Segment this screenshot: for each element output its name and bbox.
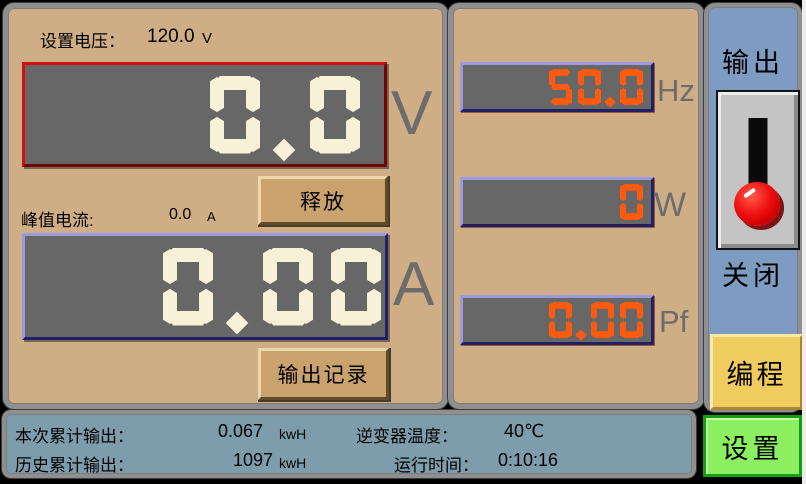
release-button[interactable]: 释放 bbox=[258, 176, 388, 225]
voltage-display[interactable] bbox=[22, 62, 387, 167]
seven-segment-digit bbox=[620, 69, 643, 105]
history-output-unit: kwH bbox=[279, 455, 307, 471]
seven-segment-digit bbox=[620, 302, 643, 338]
set-voltage-unit: V bbox=[202, 30, 213, 47]
seven-segment-digit bbox=[591, 302, 614, 338]
session-output-value: 0.067 bbox=[218, 421, 264, 441]
power-factor-unit-label: Pf bbox=[659, 304, 689, 339]
close-label: 关闭 bbox=[722, 261, 784, 291]
output-toggle-switch[interactable] bbox=[716, 90, 800, 250]
decimal-point bbox=[225, 311, 249, 335]
decimal-point bbox=[272, 138, 296, 162]
program-button[interactable]: 编程 bbox=[710, 334, 803, 410]
output-label: 输出 bbox=[722, 48, 784, 78]
frequency-unit-label: Hz bbox=[657, 73, 695, 108]
current-unit-label: A bbox=[393, 250, 435, 319]
seven-segment-digit bbox=[263, 247, 313, 326]
screen-edge-strip bbox=[802, 0, 806, 484]
session-output-label: 本次累计输出： bbox=[15, 427, 134, 446]
decimal-point bbox=[575, 329, 587, 341]
runtime-value: 0:10:16 bbox=[498, 450, 559, 470]
frequency-display bbox=[460, 62, 654, 112]
output-record-button[interactable]: 输出记录 bbox=[258, 348, 389, 400]
inverter-temp-value: 40℃ bbox=[504, 421, 545, 441]
seven-segment-digit bbox=[210, 75, 260, 154]
inverter-temp-label: 逆变器温度： bbox=[356, 427, 458, 446]
history-output-label: 历史累计输出： bbox=[15, 456, 134, 475]
seven-segment-digit bbox=[310, 75, 360, 154]
power-display bbox=[460, 177, 654, 227]
set-voltage-value: 120.0 bbox=[147, 26, 195, 47]
measurements-panel: Hz W Pf bbox=[448, 3, 704, 409]
runtime-label: 运行时间： bbox=[394, 456, 479, 475]
seven-segment-digit bbox=[163, 247, 213, 326]
seven-segment-digit bbox=[549, 69, 572, 105]
settings-button[interactable]: 设置 bbox=[703, 415, 802, 477]
session-output-unit: kwH bbox=[279, 426, 307, 442]
left-panel: 设置电压： 120.0 V V 释放 峰值电流: 0.0 A A 输出记录 bbox=[3, 3, 448, 409]
voltage-unit-label: V bbox=[391, 79, 433, 148]
decimal-point bbox=[604, 96, 616, 108]
switch-slot bbox=[748, 118, 768, 198]
peak-current-label: 峰值电流: bbox=[21, 211, 94, 230]
seven-segment-digit bbox=[578, 69, 601, 105]
current-display bbox=[22, 233, 388, 340]
output-control-panel: 输出 关闭 编程 bbox=[704, 3, 803, 412]
seven-segment-digit bbox=[549, 302, 572, 338]
status-bar: 本次累计输出： 0.067 kwH 逆变器温度： 40℃ 历史累计输出： 109… bbox=[2, 410, 696, 478]
switch-knob[interactable] bbox=[734, 182, 781, 226]
history-output-value: 1097 bbox=[233, 450, 274, 470]
set-voltage-label: 设置电压： bbox=[40, 32, 125, 51]
power-factor-display bbox=[460, 295, 654, 345]
seven-segment-digit bbox=[620, 184, 643, 220]
peak-current-unit: A bbox=[207, 209, 216, 224]
seven-segment-digit bbox=[331, 247, 381, 326]
power-unit-label: W bbox=[654, 186, 687, 224]
peak-current-value: 0.0 bbox=[169, 206, 192, 223]
